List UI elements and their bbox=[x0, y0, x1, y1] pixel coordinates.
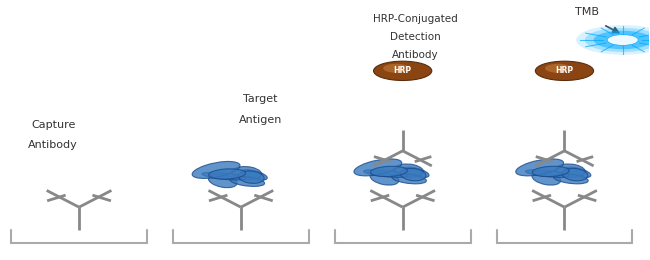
Text: Antigen: Antigen bbox=[239, 115, 282, 125]
Ellipse shape bbox=[209, 169, 246, 179]
Text: HRP-Conjugated: HRP-Conjugated bbox=[373, 14, 458, 24]
Ellipse shape bbox=[239, 171, 264, 183]
Ellipse shape bbox=[384, 64, 409, 73]
Text: Antibody: Antibody bbox=[29, 140, 78, 151]
Ellipse shape bbox=[374, 61, 432, 81]
Text: HRP: HRP bbox=[394, 66, 411, 75]
Text: Antibody: Antibody bbox=[393, 50, 439, 60]
Ellipse shape bbox=[607, 35, 638, 45]
Ellipse shape bbox=[564, 167, 591, 178]
Text: Target: Target bbox=[243, 94, 278, 104]
Ellipse shape bbox=[403, 167, 429, 178]
Text: Capture: Capture bbox=[31, 120, 75, 130]
Ellipse shape bbox=[532, 171, 561, 185]
Ellipse shape bbox=[370, 166, 408, 177]
Ellipse shape bbox=[392, 174, 426, 184]
Ellipse shape bbox=[515, 159, 564, 176]
Ellipse shape bbox=[554, 174, 588, 184]
Ellipse shape bbox=[532, 166, 569, 177]
Ellipse shape bbox=[192, 161, 240, 178]
Ellipse shape bbox=[354, 159, 402, 176]
Ellipse shape bbox=[562, 168, 588, 181]
Ellipse shape bbox=[536, 61, 593, 81]
Ellipse shape bbox=[231, 167, 261, 180]
Ellipse shape bbox=[555, 164, 585, 178]
Ellipse shape bbox=[585, 28, 650, 52]
Text: HRP: HRP bbox=[555, 66, 573, 75]
Ellipse shape bbox=[363, 170, 408, 177]
Ellipse shape bbox=[545, 64, 571, 73]
Ellipse shape bbox=[393, 164, 423, 178]
Text: Detection: Detection bbox=[390, 32, 441, 42]
Ellipse shape bbox=[576, 25, 650, 55]
Text: TMB: TMB bbox=[575, 7, 599, 17]
Ellipse shape bbox=[593, 31, 650, 49]
Ellipse shape bbox=[525, 170, 569, 177]
Ellipse shape bbox=[230, 176, 265, 186]
Ellipse shape bbox=[400, 168, 426, 181]
Ellipse shape bbox=[370, 171, 399, 185]
Ellipse shape bbox=[209, 174, 237, 188]
Ellipse shape bbox=[202, 172, 246, 180]
Ellipse shape bbox=[241, 170, 267, 180]
